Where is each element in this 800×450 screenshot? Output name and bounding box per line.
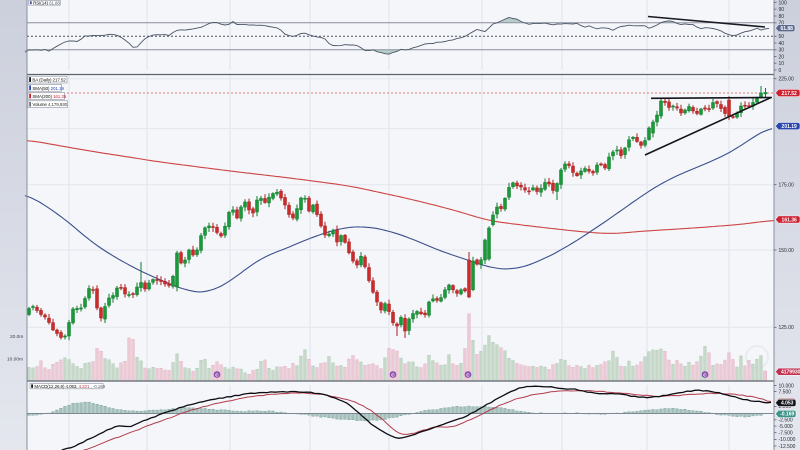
svg-text:150.00: 150.00: [779, 248, 795, 254]
svg-text:RSI(14) 61.88: RSI(14) 61.88: [33, 1, 60, 6]
svg-text:Volume 4,179,930: Volume 4,179,930: [32, 102, 67, 107]
svg-text:10.000: 10.000: [779, 383, 795, 389]
svg-text:C: C: [703, 373, 707, 379]
svg-text:-7.500: -7.500: [779, 431, 793, 437]
svg-text:-2.500: -2.500: [779, 418, 793, 424]
svg-text:4179930: 4179930: [781, 370, 800, 376]
svg-text:217.52: 217.52: [782, 91, 798, 97]
svg-text:61.88: 61.88: [780, 26, 793, 32]
svg-text:90: 90: [779, 7, 785, 13]
svg-text:201.19: 201.19: [782, 124, 798, 130]
svg-text:10: 10: [779, 61, 785, 67]
svg-text:-5.000: -5.000: [779, 424, 793, 430]
svg-text:SMA(200) 161.36: SMA(200) 161.36: [32, 94, 66, 99]
svg-text:C: C: [391, 373, 395, 379]
svg-text:-10.000: -10.000: [779, 437, 796, 443]
svg-text:50: 50: [779, 34, 785, 40]
svg-text:20: 20: [779, 54, 785, 60]
svg-text:20.0m: 20.0m: [10, 334, 23, 340]
svg-text:161.36: 161.36: [782, 217, 798, 223]
svg-text:C: C: [466, 373, 470, 379]
svg-text:70: 70: [779, 21, 785, 27]
svg-text:0: 0: [779, 68, 782, 74]
svg-text:-12.500: -12.500: [779, 444, 796, 450]
svg-text:30: 30: [779, 48, 785, 54]
svg-text:100: 100: [779, 0, 788, 6]
svg-text:SMA(50) 201.19: SMA(50) 201.19: [32, 86, 64, 91]
svg-text:40: 40: [779, 41, 785, 47]
svg-text:-0.169: -0.169: [780, 412, 794, 418]
svg-text:175.00: 175.00: [779, 183, 795, 189]
svg-text:C: C: [215, 373, 219, 379]
svg-text:80: 80: [779, 14, 785, 20]
svg-text:7.500: 7.500: [779, 389, 792, 395]
svg-text:MACD(12,26,9) 4.053, 4.221 , -: MACD(12,26,9) 4.053, 4.221 , -0.169: [34, 384, 105, 389]
svg-text:10.00m: 10.00m: [7, 357, 23, 363]
svg-text:225.00: 225.00: [779, 77, 795, 83]
svg-text:125.00: 125.00: [779, 325, 795, 331]
svg-text:BA (Daily) 217.52: BA (Daily) 217.52: [32, 78, 66, 83]
svg-text:4.053: 4.053: [781, 401, 794, 407]
svg-text:2.500: 2.500: [779, 404, 792, 410]
